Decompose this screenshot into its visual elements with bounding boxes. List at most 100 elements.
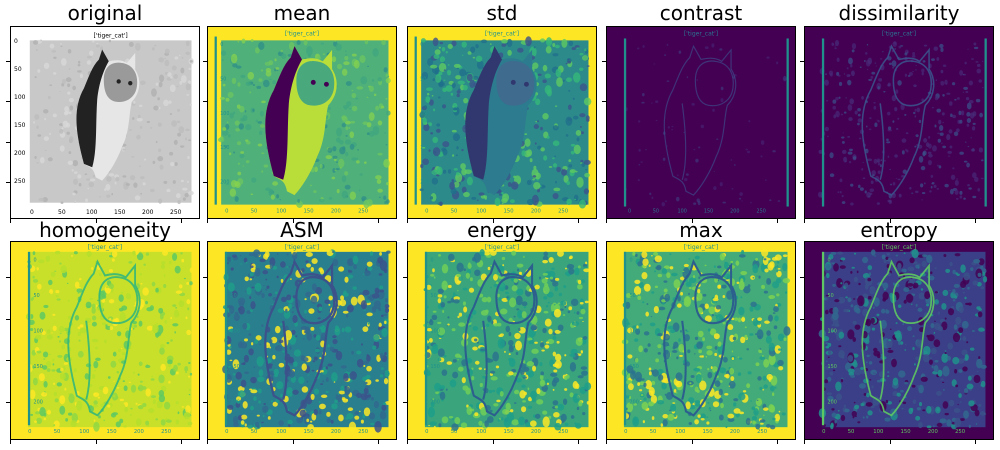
svg-text:100: 100 bbox=[420, 111, 429, 117]
svg-text:0: 0 bbox=[628, 208, 631, 214]
svg-text:0: 0 bbox=[425, 208, 429, 214]
panel-original: original ['tiger_cat'] 0 50 100 150 200 250 0 5… bbox=[6, 0, 200, 225]
svg-text:200: 200 bbox=[531, 208, 542, 214]
panel-energy: energy ['tiger_cat'] 0 50 100 150 200 250 0 50 10… bbox=[403, 217, 597, 450]
panel-mean: mean ['tiger_cat'] 0 50 100 150 200 250 0 50 100 1… bbox=[203, 0, 397, 225]
svg-text:['tiger_cat']: ['tiger_cat'] bbox=[882, 244, 916, 251]
svg-text:200: 200 bbox=[828, 399, 837, 405]
y-tick bbox=[6, 276, 10, 278]
y-tick bbox=[602, 402, 606, 404]
y-tick bbox=[800, 141, 804, 143]
y-tick-label: 150 bbox=[14, 122, 26, 129]
x-tick bbox=[606, 219, 607, 223]
svg-text:50: 50 bbox=[650, 429, 657, 435]
svg-text:250: 250 bbox=[955, 429, 966, 435]
svg-text:100: 100 bbox=[79, 429, 90, 435]
x-tick bbox=[407, 440, 408, 444]
panel-title: contrast bbox=[659, 1, 743, 25]
svg-text:150: 150 bbox=[828, 364, 837, 370]
svg-text:100: 100 bbox=[476, 429, 487, 435]
x-tick bbox=[181, 440, 182, 444]
svg-text:200: 200 bbox=[730, 429, 741, 435]
y-tick bbox=[602, 182, 606, 184]
x-tick bbox=[10, 440, 11, 444]
y-tick bbox=[203, 360, 207, 362]
svg-text:200: 200 bbox=[220, 180, 229, 186]
svg-text:50: 50 bbox=[220, 76, 226, 82]
svg-text:50: 50 bbox=[54, 429, 61, 435]
image-max: ['tiger_cat'] 0 50 100 150 200 250 0 50 100 150 200 bbox=[606, 241, 796, 440]
svg-text:150: 150 bbox=[304, 429, 315, 435]
y-tick bbox=[602, 318, 606, 320]
svg-text:150: 150 bbox=[304, 208, 315, 214]
panel-title: entropy bbox=[860, 218, 938, 242]
x-tick-label: 100 bbox=[86, 209, 98, 216]
y-tick bbox=[800, 276, 804, 278]
svg-text:0: 0 bbox=[225, 429, 229, 435]
y-tick bbox=[800, 318, 804, 320]
x-tick-label: 50 bbox=[58, 209, 66, 216]
y-tick-label: 200 bbox=[14, 150, 26, 157]
svg-text:0: 0 bbox=[28, 429, 32, 435]
svg-text:['tiger_cat']: ['tiger_cat'] bbox=[285, 31, 319, 38]
x-tick bbox=[975, 440, 976, 444]
y-tick bbox=[203, 101, 207, 103]
svg-text:150: 150 bbox=[901, 429, 912, 435]
svg-text:['tiger_cat']: ['tiger_cat'] bbox=[93, 32, 127, 39]
x-tick bbox=[777, 219, 778, 223]
svg-text:250: 250 bbox=[558, 208, 569, 214]
svg-text:100: 100 bbox=[231, 329, 240, 335]
svg-text:['tiger_cat']: ['tiger_cat'] bbox=[485, 244, 519, 251]
y-tick bbox=[403, 402, 407, 404]
svg-text:100: 100 bbox=[678, 208, 687, 214]
svg-text:50: 50 bbox=[231, 293, 237, 299]
svg-text:200: 200 bbox=[34, 399, 43, 405]
panel-std: std ['tiger_cat'] 0 50 100 150 200 250 0 50 100 15… bbox=[403, 0, 597, 225]
y-tick bbox=[602, 60, 606, 62]
y-tick bbox=[203, 276, 207, 278]
x-tick-label: 150 bbox=[114, 209, 126, 216]
svg-text:50: 50 bbox=[653, 208, 659, 214]
y-tick bbox=[203, 141, 207, 143]
svg-text:100: 100 bbox=[220, 111, 229, 117]
svg-text:['tiger_cat']: ['tiger_cat'] bbox=[88, 244, 122, 251]
y-tick-label: 250 bbox=[14, 178, 26, 185]
x-tick bbox=[181, 219, 182, 223]
y-tick bbox=[800, 402, 804, 404]
y-tick bbox=[6, 360, 10, 362]
x-tick bbox=[777, 440, 778, 444]
y-tick bbox=[6, 318, 10, 320]
panel-title: original bbox=[67, 1, 143, 25]
y-tick bbox=[203, 60, 207, 62]
y-tick bbox=[403, 141, 407, 143]
svg-text:200: 200 bbox=[928, 429, 939, 435]
y-tick bbox=[602, 141, 606, 143]
image-mean: ['tiger_cat'] 0 50 100 150 200 250 0 50 100 150 200 bbox=[207, 26, 397, 219]
y-tick-label: 100 bbox=[14, 94, 26, 101]
y-tick bbox=[403, 276, 407, 278]
svg-text:250: 250 bbox=[358, 208, 369, 214]
panel-title: dissimilarity bbox=[838, 1, 960, 25]
x-tick bbox=[889, 219, 891, 223]
x-tick bbox=[804, 219, 805, 223]
y-tick bbox=[6, 101, 10, 103]
svg-text:200: 200 bbox=[134, 429, 145, 435]
svg-text:150: 150 bbox=[703, 429, 714, 435]
panel-contrast: contrast ['tiger_cat'] 0 50 100 150 200 250 bbox=[602, 0, 796, 225]
panel-title: homogeneity bbox=[39, 218, 171, 242]
svg-text:0: 0 bbox=[431, 258, 434, 264]
svg-text:100: 100 bbox=[675, 429, 686, 435]
y-tick bbox=[403, 182, 407, 184]
y-tick bbox=[6, 402, 10, 404]
x-tick bbox=[691, 440, 693, 444]
x-tick bbox=[578, 219, 579, 223]
svg-text:150: 150 bbox=[231, 364, 240, 370]
x-tick-label: 0 bbox=[30, 209, 34, 216]
svg-text:0: 0 bbox=[425, 429, 429, 435]
svg-text:150: 150 bbox=[34, 364, 43, 370]
x-tick bbox=[292, 219, 294, 223]
panel-title: max bbox=[679, 218, 723, 242]
svg-text:50: 50 bbox=[828, 293, 834, 299]
panel-entropy: entropy ['tiger_cat'] 0 50 100 150 200 250 0 50 1… bbox=[800, 217, 994, 450]
